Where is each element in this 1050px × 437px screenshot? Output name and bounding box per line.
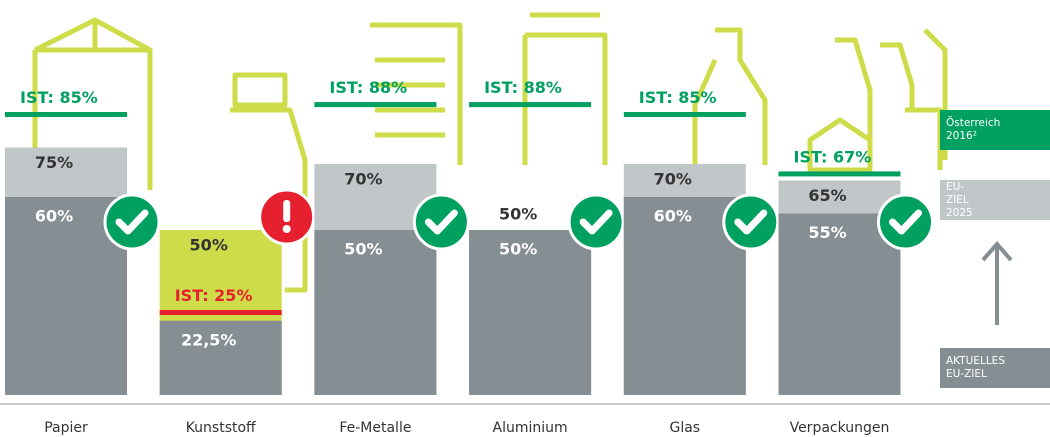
value-label: 50% [190, 236, 228, 255]
ist-label: IST: 85% [639, 88, 717, 107]
ist-label: IST: 25% [175, 286, 253, 305]
check-icon [424, 209, 458, 235]
glass-icon [692, 27, 768, 165]
check-badge [877, 193, 934, 251]
legend-label: EU-ZIEL 2025 [946, 180, 973, 219]
check-badge [722, 193, 780, 251]
ist-label: IST: 88% [484, 78, 562, 97]
ist-line [623, 112, 746, 117]
value-label: 50% [499, 240, 537, 259]
check-icon [734, 209, 768, 235]
value-label: 60% [654, 207, 692, 226]
value-label: 50% [344, 240, 382, 259]
ist-line [159, 310, 282, 315]
value-label: 60% [35, 207, 73, 226]
current-target-bar [314, 230, 437, 395]
value-label: 65% [808, 186, 846, 205]
alert-badge [258, 188, 316, 246]
check-icon [889, 209, 922, 235]
legend-2025: EU-ZIEL 2025 [940, 180, 1050, 220]
ist-line [5, 112, 127, 117]
ist-line [778, 171, 901, 177]
legend-label: Österreich 2016² [946, 117, 1001, 142]
check-icon [115, 209, 149, 235]
value-label: 50% [499, 205, 537, 224]
packaging-icon [807, 28, 948, 173]
value-label: 75% [35, 153, 73, 172]
value-label: 70% [344, 170, 382, 189]
current-target-bar [778, 213, 901, 395]
check-badge [567, 193, 625, 251]
ist-label: IST: 67% [794, 147, 872, 166]
icons [32, 12, 948, 293]
x-tick-label: Verpackungen [790, 420, 890, 436]
alert-icon [283, 200, 291, 222]
value-label: 55% [808, 223, 846, 242]
legend-current: AKTUELLES EU-ZIEL [940, 348, 1050, 388]
paper-icon [370, 22, 463, 165]
alert-dot [282, 225, 291, 233]
current-target-bar [159, 320, 282, 395]
legend-label: AKTUELLES EU-ZIEL [946, 355, 1005, 380]
arrow-head [981, 240, 1013, 262]
current-target-bar [469, 230, 592, 395]
x-tick-label: Kunststoff [186, 420, 256, 436]
carton-icon [32, 17, 153, 190]
value-label: 70% [654, 170, 692, 189]
can-icon [522, 12, 608, 165]
value-label: 22,5% [181, 330, 237, 349]
legend-ist: Österreich 2016² [940, 110, 1050, 150]
bottle-icon [230, 72, 308, 293]
x-tick-label: Glas [669, 420, 700, 436]
ist-line [314, 102, 437, 108]
ist-label: IST: 85% [20, 88, 98, 107]
x-tick-label: Aluminium [493, 420, 568, 436]
check-badge [412, 193, 470, 251]
ist-label: IST: 88% [329, 78, 407, 97]
check-badge [103, 193, 161, 251]
check-icon [579, 209, 613, 235]
x-tick-label: Papier [44, 420, 88, 436]
x-tick-label: Fe-Metalle [339, 420, 411, 436]
ist-line [469, 102, 592, 108]
